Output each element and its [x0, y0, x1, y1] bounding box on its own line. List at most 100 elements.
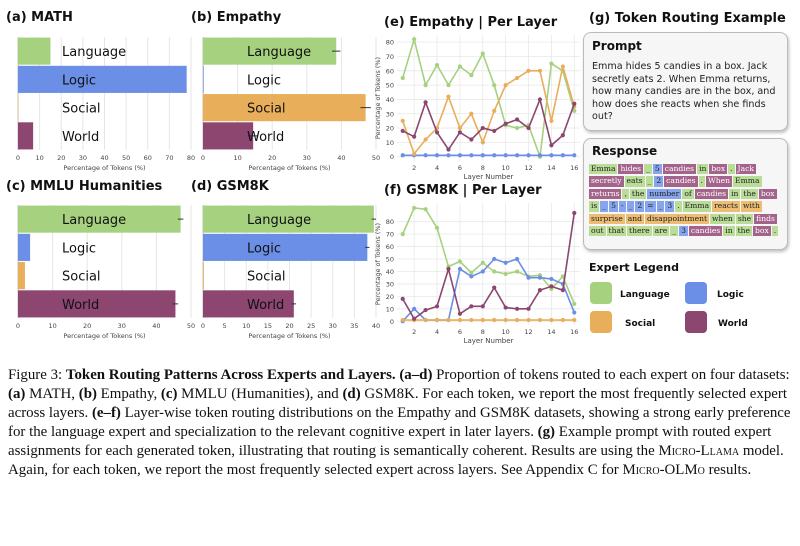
- series-point-world: [412, 134, 417, 139]
- response-token: Emma: [589, 164, 618, 175]
- response-token: out: [589, 226, 606, 237]
- bar-world: [18, 290, 176, 318]
- caption-segment: (a–d): [395, 367, 433, 383]
- figure-caption: Figure 3: Token Routing Patterns Across …: [8, 366, 798, 480]
- series-point-world: [549, 284, 554, 289]
- series-point-logic: [480, 153, 485, 158]
- y-tick-label: 80: [386, 39, 394, 47]
- series-point-social: [526, 68, 531, 73]
- x-tick-label: 4: [435, 328, 439, 336]
- x-axis-label: Percentage of Tokens (%): [63, 164, 145, 172]
- response-token: the: [735, 226, 753, 237]
- y-tick-label: 10: [386, 305, 394, 313]
- series-point-language: [434, 225, 440, 230]
- x-tick-label: 60: [144, 154, 152, 162]
- response-token: in: [723, 226, 735, 237]
- bar-label-language: Language: [247, 45, 311, 60]
- bar-label-social: Social: [62, 270, 101, 285]
- response-token: of: [682, 188, 694, 200]
- bar-logic: [203, 233, 368, 261]
- x-tick-label: 0: [16, 154, 20, 162]
- series-point-social: [492, 317, 497, 323]
- series-point-language: [492, 269, 497, 274]
- series-point-logic: [572, 153, 577, 158]
- series-point-social: [503, 83, 508, 88]
- response-token: Jack: [735, 164, 756, 175]
- bar-label-world: World: [62, 130, 99, 145]
- series-point-world: [423, 100, 428, 105]
- response-token: -: [618, 201, 626, 212]
- series-point-language: [457, 259, 463, 264]
- series-point-world: [434, 304, 440, 309]
- response-token: hides: [618, 164, 644, 175]
- bar-social: [203, 262, 204, 290]
- x-tick-label: 10: [242, 322, 250, 330]
- response-token: reacts: [712, 201, 740, 212]
- response-token: secretly: [589, 176, 624, 187]
- legend-swatch-world: [685, 311, 707, 333]
- bar-label-world: World: [247, 130, 284, 145]
- y-tick-label: 30: [386, 110, 394, 118]
- response-token: 2: [654, 176, 664, 187]
- routing-title: (g) Token Routing Example: [589, 11, 786, 26]
- y-tick-label: 70: [386, 231, 394, 239]
- caption-segment: model. Again, for each token, we report …: [8, 443, 784, 478]
- x-tick-label: 0: [201, 322, 205, 330]
- series-point-language: [423, 207, 428, 212]
- series-point-social: [400, 317, 405, 323]
- bar-label-social: Social: [247, 270, 286, 285]
- response-token: 3: [679, 226, 688, 237]
- y-tick-label: 40: [386, 268, 394, 276]
- response-token: eats: [624, 176, 645, 187]
- panel-title-c: (c) MMLU Humanities: [6, 179, 163, 194]
- series-point-social: [400, 118, 405, 124]
- series-point-logic: [526, 153, 531, 158]
- series-point-world: [572, 210, 577, 216]
- caption-segment: Empathy,: [96, 386, 161, 402]
- series-point-world: [503, 121, 508, 126]
- response-title: Response: [592, 144, 658, 158]
- response-token: When: [705, 176, 733, 187]
- response-token: 2: [635, 201, 645, 212]
- response-token: and: [625, 213, 645, 225]
- y-axis-label: Percentage of Tokens (%): [374, 57, 382, 139]
- bar-world: [18, 122, 34, 150]
- y-tick-label: 50: [386, 256, 394, 264]
- y-tick-label: 20: [386, 293, 394, 301]
- series-point-social: [537, 68, 543, 73]
- response-token: _: [670, 226, 679, 237]
- series-point-logic: [457, 266, 463, 272]
- bar-language: [203, 205, 374, 233]
- series-point-social: [423, 317, 428, 323]
- x-tick-label: 50: [187, 322, 195, 330]
- x-tick-label: 70: [165, 154, 173, 162]
- response-token: are: [652, 226, 670, 237]
- series-point-language: [434, 62, 440, 68]
- y-axis-label: Percentage of Tokens (%): [374, 223, 382, 305]
- x-tick-label: 10: [35, 154, 43, 162]
- series-point-social: [423, 137, 428, 142]
- x-tick-label: 14: [547, 328, 555, 336]
- response-token: disappointment: [645, 213, 710, 225]
- bar-label-language: Language: [62, 213, 126, 228]
- x-tick-label: 20: [285, 322, 293, 330]
- series-point-world: [503, 305, 508, 310]
- response-token: box: [753, 226, 771, 237]
- response-token: number: [647, 188, 682, 200]
- series-point-world: [549, 143, 554, 148]
- x-tick-label: 35: [350, 322, 358, 330]
- x-tick-label: 25: [307, 322, 315, 330]
- x-tick-label: 8: [481, 164, 485, 172]
- bar-social: [18, 94, 19, 122]
- series-point-language: [572, 301, 577, 306]
- response-token: candies: [662, 164, 697, 175]
- series-point-social: [446, 94, 451, 99]
- series-point-logic: [560, 153, 565, 158]
- bar-language: [18, 205, 181, 233]
- legend-label-social: Social: [625, 319, 656, 329]
- caption-lead: Figure 3:: [8, 367, 66, 383]
- x-tick-label: 30: [329, 322, 337, 330]
- x-tick-label: 0: [16, 322, 20, 330]
- legend-swatch-social: [590, 311, 612, 333]
- response-token: the: [629, 188, 647, 200]
